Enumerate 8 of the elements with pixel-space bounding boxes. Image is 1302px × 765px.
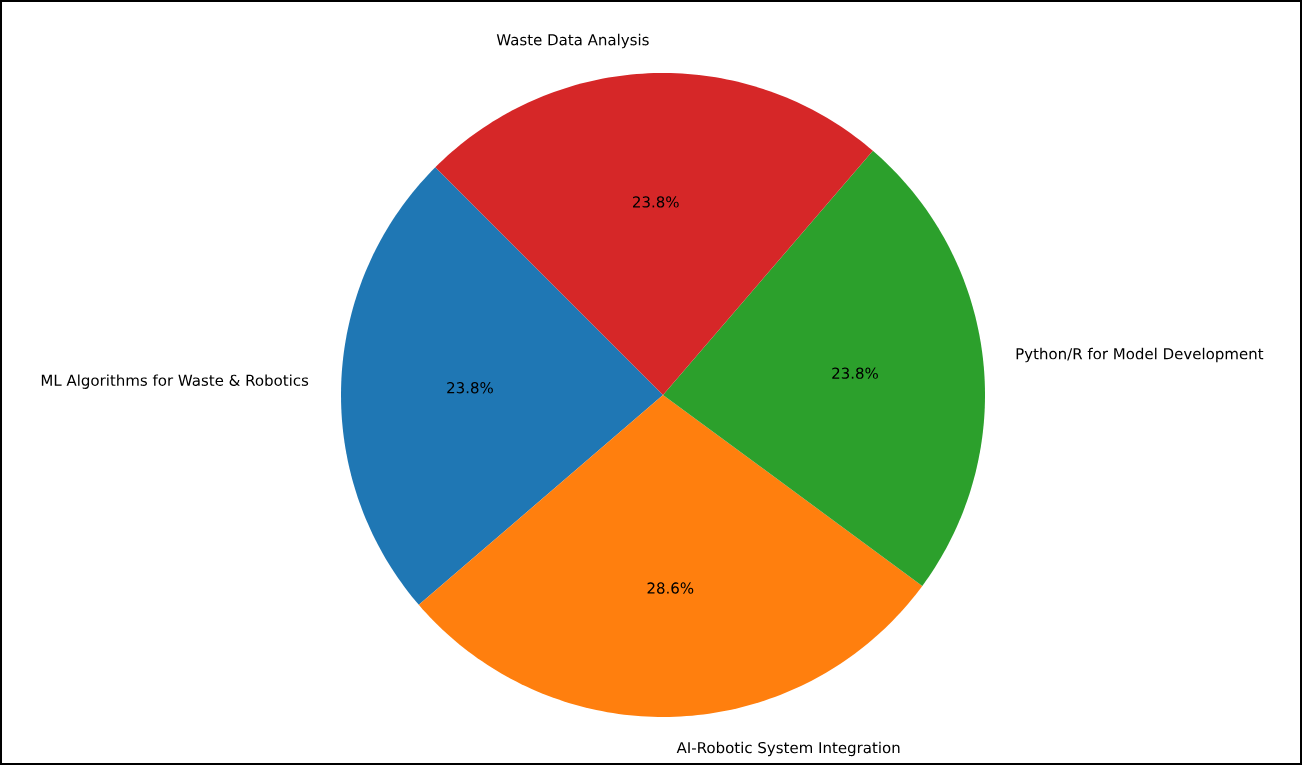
slice-label: Waste Data Analysis	[496, 33, 649, 49]
slice-label: ML Algorithms for Waste & Robotics	[41, 374, 309, 389]
data-label: 23.8%	[633, 196, 679, 208]
data-label: 23.8%	[832, 367, 878, 379]
slice-label: AI-Robotic System Integration	[676, 741, 900, 757]
data-label: 28.6%	[647, 582, 694, 594]
data-label: 23.8%	[447, 382, 493, 394]
slice-label: Python/R for Model Development	[1016, 347, 1264, 363]
